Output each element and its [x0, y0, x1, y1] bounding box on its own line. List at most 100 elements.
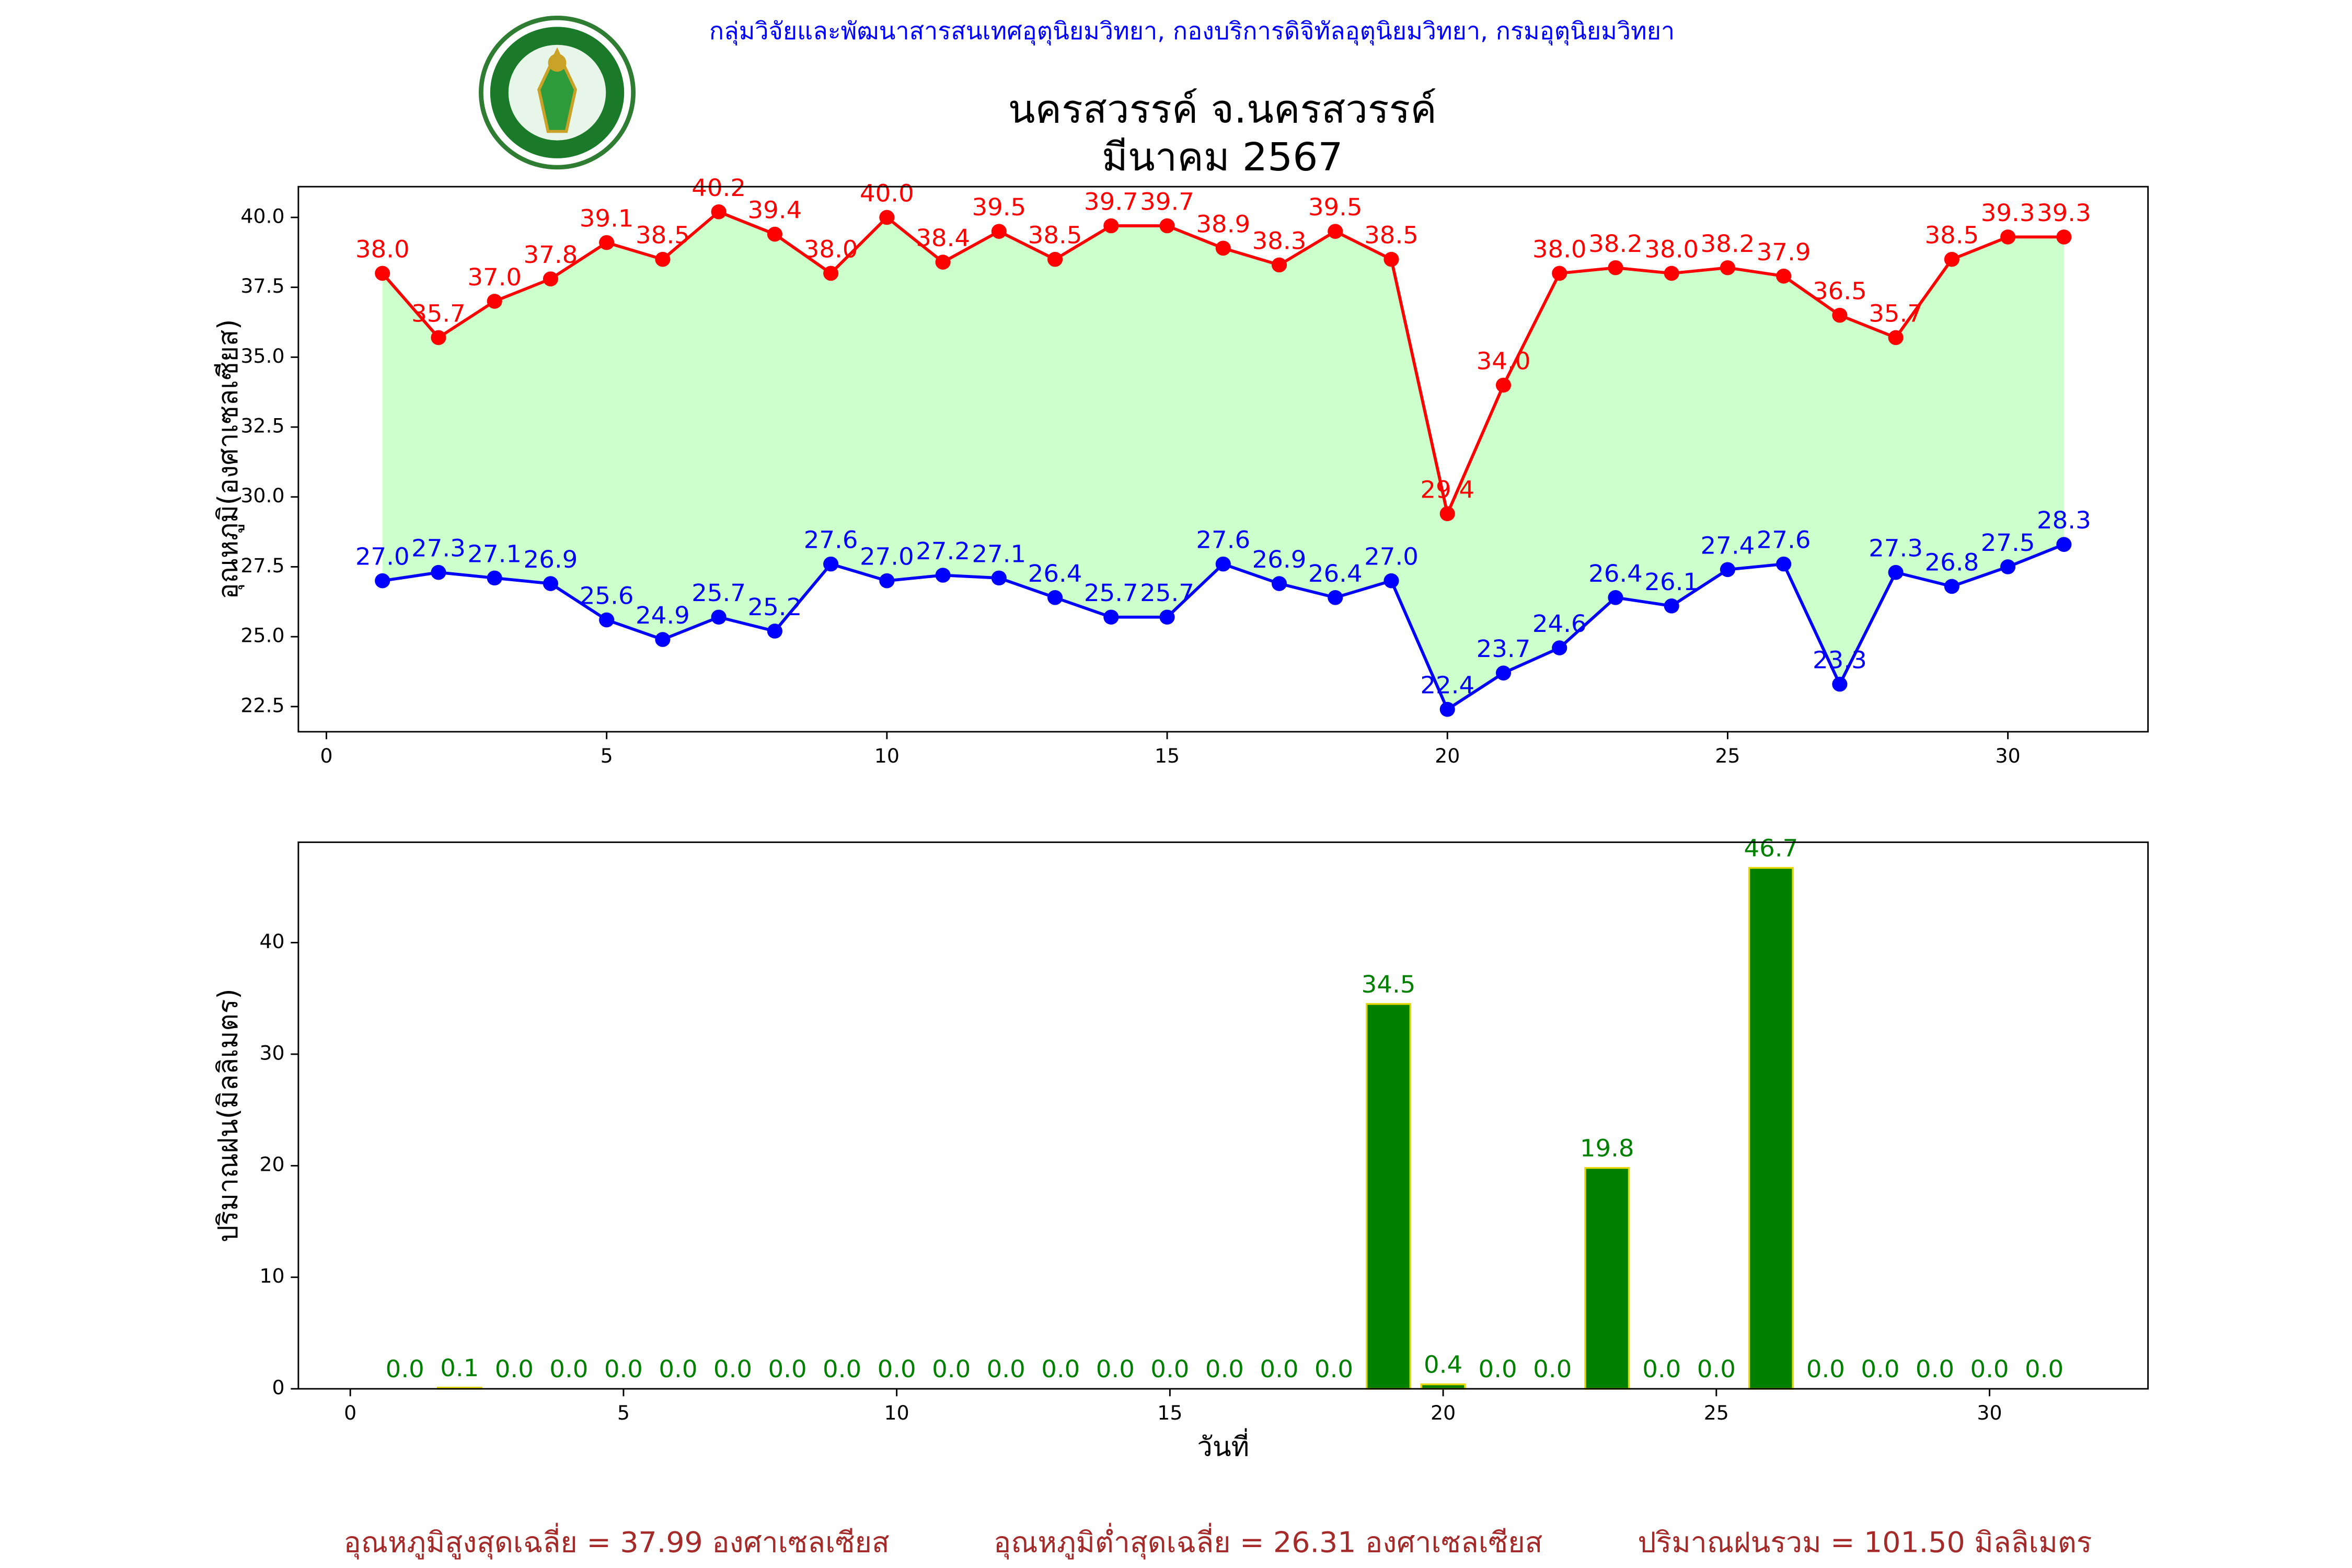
logo: [479, 16, 636, 170]
data-label: 0.0: [1479, 1355, 1517, 1383]
bar: [1584, 1167, 1630, 1390]
point: [1047, 590, 1063, 605]
data-label: 0.0: [823, 1355, 861, 1383]
point: [2000, 229, 2016, 245]
y-axis-label: อุณหภูมิ(องศาเซลเซียส): [212, 319, 245, 599]
point: [823, 556, 839, 572]
point: [543, 576, 559, 591]
org-name: กลุ่มวิจัยและพัฒนาสารสนเทศอุตุนิยมวิทยา,…: [709, 17, 1675, 46]
data-label: 40.2: [691, 174, 746, 201]
point: [711, 609, 727, 625]
data-label: 25.7: [691, 579, 746, 607]
point: [1552, 266, 1567, 281]
y-tick-label: 22.5: [240, 694, 284, 717]
y-tick-label: 30.0: [240, 485, 284, 508]
point: [1720, 562, 1735, 578]
chart-title: นครสวรรค์ จ.นครสวรรค์: [1008, 86, 1437, 132]
data-label: 0.0: [1806, 1355, 1845, 1383]
data-label: 36.5: [1813, 277, 1867, 305]
data-label: 39.7: [1140, 188, 1194, 215]
point: [1944, 251, 1959, 267]
y-tick-label: 10: [259, 1264, 284, 1287]
data-label: 39.4: [748, 196, 802, 224]
y-tick-label: 40: [259, 930, 284, 953]
data-label: 38.2: [1701, 229, 1755, 257]
point: [375, 573, 390, 589]
data-label: 39.5: [1308, 193, 1363, 221]
point: [1776, 556, 1792, 572]
x-tick-label: 30: [1977, 1401, 2002, 1424]
y-tick-label: 30: [259, 1042, 284, 1065]
x-tick-label: 15: [1155, 744, 1180, 767]
data-label: 27.0: [1364, 543, 1419, 570]
y-tick-label: 25.0: [240, 624, 284, 647]
x-tick-label: 30: [1996, 744, 2021, 767]
point: [1215, 240, 1231, 256]
point: [991, 224, 1007, 239]
data-label: 0.0: [768, 1355, 806, 1383]
data-label: 38.5: [1364, 221, 1419, 249]
data-label: 39.1: [580, 204, 634, 232]
data-label: 0.0: [1315, 1355, 1353, 1383]
point: [1103, 218, 1119, 234]
data-label: 27.4: [1701, 532, 1755, 559]
point: [1776, 268, 1792, 284]
data-label: 0.4: [1424, 1351, 1462, 1378]
data-label: 27.6: [804, 526, 858, 554]
range-fill: [382, 212, 2064, 710]
data-label: 0.0: [1150, 1355, 1189, 1383]
data-label: 27.3: [1869, 534, 1923, 562]
data-label: 38.5: [636, 221, 690, 249]
data-label: 27.5: [1981, 528, 2035, 556]
data-label: 26.4: [1028, 559, 1082, 587]
point: [1832, 676, 1848, 692]
point: [431, 564, 446, 580]
data-label: 37.8: [524, 241, 578, 269]
x-tick-label: 0: [320, 744, 332, 767]
data-label: 27.6: [1196, 526, 1250, 554]
data-label: 27.0: [860, 543, 914, 570]
data-label: 24.6: [1532, 609, 1587, 637]
point: [1328, 590, 1343, 605]
data-label: 25.6: [580, 582, 634, 609]
point: [935, 568, 951, 583]
data-label: 38.0: [1644, 235, 1699, 263]
point: [1159, 218, 1175, 234]
data-label: 27.1: [467, 540, 522, 568]
data-label: 0.0: [1970, 1355, 2009, 1383]
x-tick-label: 10: [874, 744, 900, 767]
point: [487, 570, 502, 586]
point: [1328, 224, 1343, 239]
data-label: 0.0: [1260, 1355, 1298, 1383]
data-label: 39.3: [2037, 199, 2091, 226]
data-label: 19.8: [1580, 1134, 1634, 1162]
data-label: 0.0: [1096, 1355, 1135, 1383]
data-label: 0.0: [604, 1355, 643, 1383]
data-label: 26.4: [1588, 559, 1643, 587]
point: [1944, 579, 1959, 594]
data-label: 38.4: [916, 224, 970, 251]
data-label: 35.7: [411, 299, 466, 327]
data-label: 40.0: [860, 179, 914, 207]
point: [375, 266, 390, 281]
point: [1383, 573, 1399, 589]
footer-stat: อุณหภูมิต่ำสุดเฉลี่ย = 26.31 องศาเซลเซีย…: [994, 1523, 1542, 1560]
point: [1495, 377, 1512, 393]
data-label: 39.3: [1981, 199, 2035, 226]
point: [1439, 701, 1455, 717]
data-label: 0.0: [1642, 1355, 1681, 1383]
data-label: 27.1: [972, 540, 1026, 568]
bar: [1365, 1003, 1412, 1390]
data-label: 38.9: [1196, 210, 1250, 238]
data-label: 26.4: [1308, 559, 1363, 587]
point: [431, 330, 446, 345]
data-label: 25.2: [748, 593, 802, 620]
data-label: 23.7: [1477, 635, 1531, 663]
data-label: 0.0: [932, 1355, 971, 1383]
data-label: 26.9: [1252, 545, 1307, 573]
point: [1103, 609, 1119, 625]
x-tick-label: 25: [1704, 1401, 1729, 1424]
x-tick-label: 20: [1431, 1401, 1456, 1424]
point: [1552, 640, 1567, 655]
